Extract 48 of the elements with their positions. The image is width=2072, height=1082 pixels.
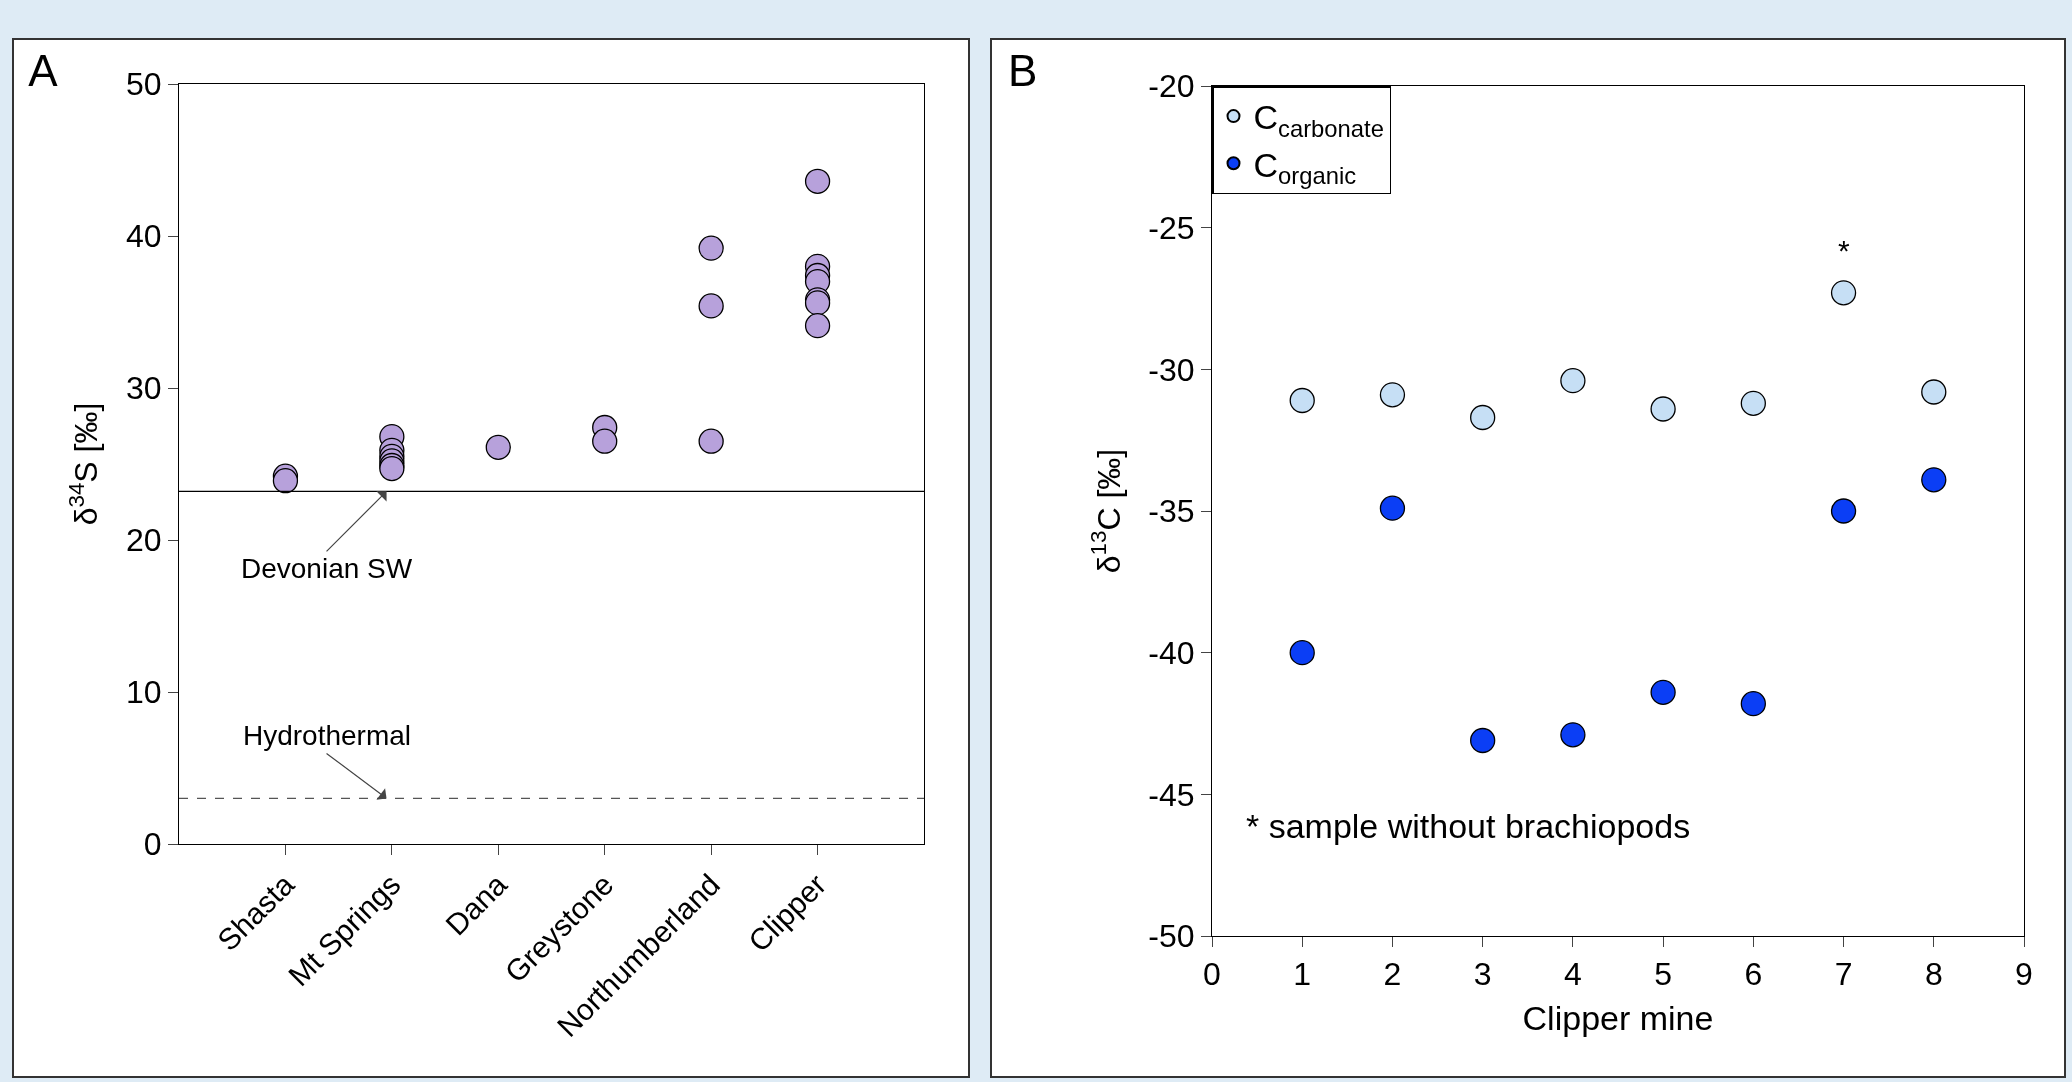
point bbox=[1560, 368, 1586, 394]
annotation: * sample without brachiopods bbox=[1246, 807, 1691, 845]
point bbox=[1650, 679, 1676, 705]
y-tick-label: -35 bbox=[1148, 493, 1195, 530]
point bbox=[1921, 467, 1947, 493]
y-tick-label: 20 bbox=[126, 522, 162, 559]
y-tick-label: -25 bbox=[1148, 209, 1195, 246]
y-tick-label: 30 bbox=[126, 370, 162, 407]
point bbox=[1379, 382, 1406, 408]
point bbox=[1560, 722, 1586, 748]
point bbox=[1921, 379, 1947, 405]
x-tick-label: 3 bbox=[1473, 956, 1492, 993]
x-tick-label: 0 bbox=[1203, 956, 1221, 993]
y-tick-label: 10 bbox=[126, 674, 162, 711]
x-tick-label: 5 bbox=[1654, 956, 1673, 993]
y-tick-label: -40 bbox=[1148, 634, 1195, 671]
point bbox=[1830, 280, 1857, 306]
point bbox=[1830, 498, 1857, 524]
x-tick-label: 4 bbox=[1563, 956, 1582, 993]
y-tick-label: -20 bbox=[1148, 68, 1195, 105]
chart-title: B bbox=[1008, 46, 1038, 96]
x-tick-label: 6 bbox=[1744, 956, 1763, 993]
y-tick-label: -45 bbox=[1148, 776, 1195, 813]
x-tick-label: 2 bbox=[1383, 956, 1402, 993]
chart-title: A bbox=[28, 46, 59, 96]
legend-label: C$_{carbonate}$ bbox=[1253, 98, 1384, 142]
point bbox=[1289, 640, 1315, 666]
ref-line-label: Hydrothermal bbox=[243, 720, 412, 751]
point bbox=[1740, 390, 1766, 416]
x-tick-label: 1 bbox=[1293, 956, 1312, 993]
y-tick-label: -50 bbox=[1148, 918, 1195, 955]
point bbox=[1289, 387, 1315, 414]
annotation: * bbox=[1838, 234, 1850, 267]
point bbox=[1470, 727, 1496, 754]
x-tick-label: 9 bbox=[2015, 956, 2033, 993]
x-tick-label: 8 bbox=[1924, 956, 1943, 993]
point bbox=[1470, 404, 1496, 431]
point bbox=[1650, 396, 1676, 422]
point bbox=[1379, 495, 1406, 521]
y-tick-label: -30 bbox=[1148, 351, 1195, 388]
x-tick-label: 7 bbox=[1834, 956, 1853, 993]
x-axis-title: Clipper mine bbox=[1522, 998, 1714, 1037]
y-tick-label: 50 bbox=[126, 66, 162, 103]
point bbox=[1740, 691, 1766, 717]
y-tick-label: 40 bbox=[126, 218, 162, 255]
ref-line-label: Devonian SW bbox=[241, 553, 413, 584]
legend-label: C$_{organic}$ bbox=[1253, 145, 1357, 189]
y-tick-label: 0 bbox=[143, 826, 162, 863]
